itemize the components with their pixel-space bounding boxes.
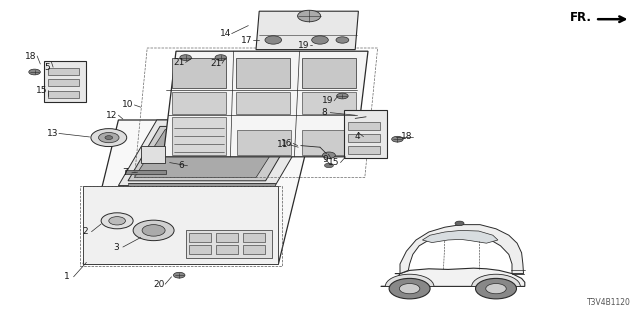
- Circle shape: [399, 284, 420, 294]
- Text: 8: 8: [321, 108, 326, 117]
- Polygon shape: [118, 120, 314, 186]
- Polygon shape: [163, 51, 368, 157]
- Circle shape: [173, 272, 185, 278]
- Bar: [186, 230, 272, 258]
- Text: 13: 13: [47, 129, 58, 138]
- Text: 12: 12: [106, 111, 118, 120]
- Polygon shape: [395, 225, 524, 274]
- Text: 4: 4: [355, 132, 360, 141]
- Text: 9: 9: [323, 155, 328, 164]
- Text: 3: 3: [114, 243, 119, 252]
- Circle shape: [101, 213, 133, 229]
- Bar: [172, 117, 226, 155]
- Bar: [48, 79, 79, 86]
- Bar: [348, 122, 380, 130]
- Polygon shape: [256, 11, 358, 50]
- Circle shape: [486, 284, 506, 294]
- Circle shape: [180, 55, 191, 60]
- Bar: [348, 134, 380, 142]
- Circle shape: [215, 55, 227, 60]
- Bar: [141, 146, 165, 163]
- Bar: [302, 58, 356, 88]
- Polygon shape: [134, 130, 287, 178]
- Bar: [237, 130, 291, 155]
- Bar: [48, 68, 79, 75]
- Polygon shape: [44, 61, 86, 102]
- Circle shape: [142, 225, 165, 236]
- Bar: [216, 245, 238, 254]
- Circle shape: [312, 36, 328, 44]
- Text: 17: 17: [241, 36, 252, 44]
- Bar: [125, 170, 166, 174]
- Text: 14: 14: [220, 29, 231, 38]
- Polygon shape: [83, 120, 314, 264]
- Text: 19: 19: [298, 41, 310, 50]
- Wedge shape: [472, 274, 520, 286]
- Circle shape: [455, 221, 464, 226]
- Bar: [128, 183, 275, 186]
- Polygon shape: [128, 126, 298, 181]
- Text: 21: 21: [210, 59, 221, 68]
- Polygon shape: [381, 268, 525, 286]
- Text: 2: 2: [83, 227, 88, 236]
- Circle shape: [336, 37, 349, 43]
- Text: 18: 18: [25, 52, 36, 60]
- Text: 5: 5: [44, 63, 49, 72]
- Text: 15: 15: [328, 158, 340, 167]
- Circle shape: [91, 129, 127, 147]
- Polygon shape: [344, 110, 387, 158]
- Bar: [236, 92, 290, 114]
- Wedge shape: [385, 274, 434, 286]
- Circle shape: [133, 220, 174, 241]
- Circle shape: [323, 152, 335, 158]
- Bar: [236, 58, 290, 88]
- Text: 7: 7: [123, 168, 128, 177]
- Bar: [243, 245, 265, 254]
- Bar: [172, 92, 226, 114]
- Bar: [348, 146, 380, 154]
- Text: 15: 15: [36, 86, 47, 95]
- Text: 1: 1: [65, 272, 70, 281]
- Text: T3V4B1120: T3V4B1120: [586, 298, 630, 307]
- Text: 16: 16: [281, 139, 292, 148]
- Circle shape: [109, 217, 125, 225]
- Text: 18: 18: [401, 132, 413, 141]
- Bar: [216, 233, 238, 242]
- Bar: [189, 245, 211, 254]
- Bar: [48, 91, 79, 98]
- Bar: [354, 111, 376, 118]
- Bar: [302, 130, 347, 155]
- Circle shape: [324, 163, 333, 168]
- Circle shape: [389, 278, 430, 299]
- Circle shape: [29, 69, 40, 75]
- Bar: [172, 58, 226, 88]
- Circle shape: [337, 93, 348, 99]
- Text: 11: 11: [277, 140, 289, 149]
- Bar: [189, 233, 211, 242]
- Circle shape: [392, 136, 403, 142]
- Circle shape: [298, 10, 321, 22]
- Bar: [302, 92, 356, 114]
- Circle shape: [265, 36, 282, 44]
- Text: 6: 6: [179, 161, 184, 170]
- Text: 20: 20: [153, 280, 164, 289]
- Text: 19: 19: [322, 96, 333, 105]
- Text: 21: 21: [173, 58, 185, 67]
- Bar: [243, 233, 265, 242]
- Polygon shape: [422, 230, 498, 243]
- Text: FR.: FR.: [570, 11, 592, 24]
- Circle shape: [476, 278, 516, 299]
- Circle shape: [99, 132, 119, 143]
- Polygon shape: [83, 186, 278, 264]
- Circle shape: [105, 136, 113, 140]
- Text: 10: 10: [122, 100, 134, 109]
